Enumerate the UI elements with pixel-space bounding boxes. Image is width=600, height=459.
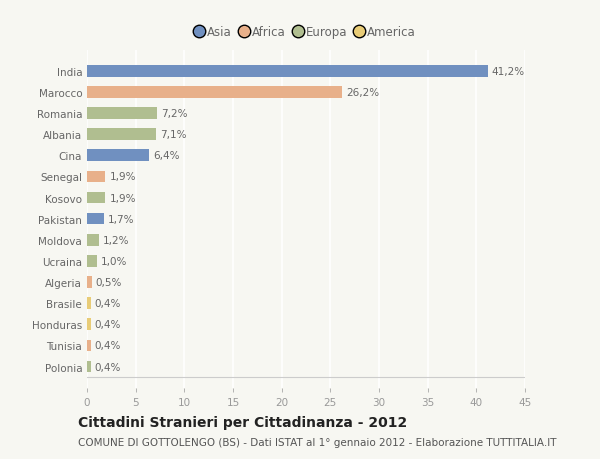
Bar [87, 256, 97, 267]
Legend: Asia, Africa, Europa, America: Asia, Africa, Europa, America [193, 22, 419, 43]
Bar [87, 213, 104, 225]
Text: 1,0%: 1,0% [101, 256, 127, 266]
Bar [87, 108, 157, 120]
Text: 1,2%: 1,2% [103, 235, 129, 245]
Text: 26,2%: 26,2% [346, 88, 379, 98]
Bar [87, 298, 91, 309]
Text: 1,9%: 1,9% [109, 172, 136, 182]
Bar [87, 361, 91, 373]
Text: 1,7%: 1,7% [107, 214, 134, 224]
Text: 41,2%: 41,2% [492, 67, 525, 77]
Text: COMUNE DI GOTTOLENGO (BS) - Dati ISTAT al 1° gennaio 2012 - Elaborazione TUTTITA: COMUNE DI GOTTOLENGO (BS) - Dati ISTAT a… [78, 437, 557, 447]
Text: 7,2%: 7,2% [161, 109, 187, 119]
Bar [87, 319, 91, 330]
Text: 0,4%: 0,4% [95, 298, 121, 308]
Bar [87, 150, 149, 162]
Bar [87, 87, 342, 99]
Bar [87, 192, 106, 204]
Bar [87, 277, 92, 288]
Text: 6,4%: 6,4% [153, 151, 179, 161]
Bar [87, 171, 106, 183]
Bar [87, 340, 91, 352]
Text: 1,9%: 1,9% [109, 193, 136, 203]
Bar [87, 66, 488, 78]
Bar [87, 235, 98, 246]
Text: 0,5%: 0,5% [96, 277, 122, 287]
Text: 0,4%: 0,4% [95, 319, 121, 330]
Bar [87, 129, 156, 140]
Text: 0,4%: 0,4% [95, 341, 121, 351]
Text: 7,1%: 7,1% [160, 130, 187, 140]
Text: Cittadini Stranieri per Cittadinanza - 2012: Cittadini Stranieri per Cittadinanza - 2… [78, 415, 407, 429]
Text: 0,4%: 0,4% [95, 362, 121, 372]
